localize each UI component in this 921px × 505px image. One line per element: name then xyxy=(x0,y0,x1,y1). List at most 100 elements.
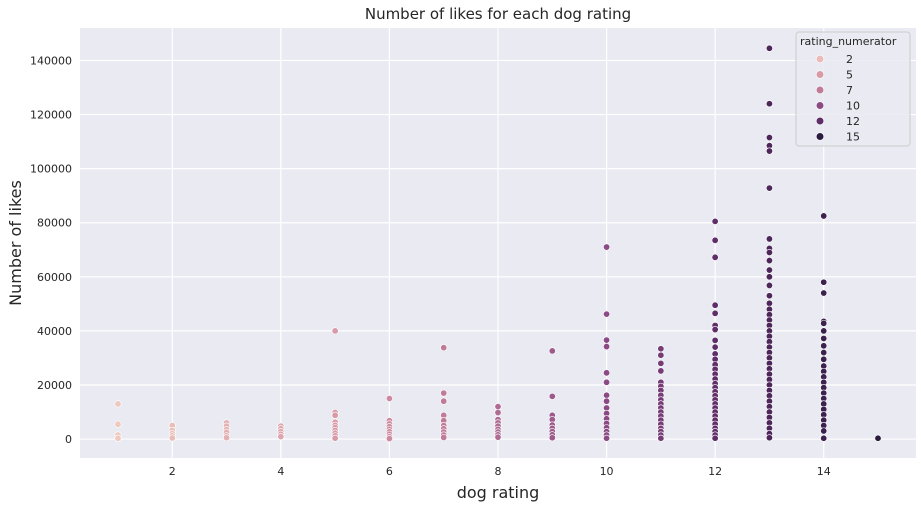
data-point xyxy=(711,253,719,261)
data-point xyxy=(603,434,611,442)
data-point xyxy=(765,292,773,300)
data-point xyxy=(548,434,556,442)
y-tick-label: 140000 xyxy=(30,54,72,67)
data-point xyxy=(114,420,122,428)
data-point xyxy=(657,351,665,359)
legend-title: rating_numerator xyxy=(800,35,897,48)
data-point xyxy=(331,434,339,442)
data-point xyxy=(440,433,448,441)
data-point xyxy=(711,434,719,442)
data-point xyxy=(711,326,719,334)
legend-entry-label: 15 xyxy=(846,131,860,144)
legend-marker xyxy=(815,70,825,79)
data-point xyxy=(331,327,339,335)
data-point xyxy=(820,319,828,327)
data-point xyxy=(385,395,393,403)
data-point xyxy=(874,434,882,442)
data-point xyxy=(657,345,665,353)
data-point xyxy=(114,434,122,442)
data-point xyxy=(440,389,448,397)
x-tick-labels: 2 4 6 8 10 12 14 xyxy=(169,465,831,478)
data-point xyxy=(168,434,176,442)
data-point xyxy=(548,347,556,355)
data-point xyxy=(765,44,773,52)
data-point xyxy=(603,397,611,405)
data-point xyxy=(820,289,828,297)
legend: rating_numerator 2 5 7 10 12 15 xyxy=(795,31,911,147)
x-tick-label: 14 xyxy=(817,465,831,478)
legend-marker xyxy=(815,54,825,64)
legend-entries: 2 5 7 10 12 15 xyxy=(815,53,860,144)
data-point xyxy=(494,433,502,441)
legend-entry-label: 10 xyxy=(846,100,860,113)
data-point xyxy=(765,299,773,307)
x-axis-label: dog rating xyxy=(457,483,540,502)
y-tick-label: 100000 xyxy=(30,163,72,176)
data-points xyxy=(114,44,882,443)
data-point xyxy=(765,184,773,192)
legend-box xyxy=(795,31,911,147)
data-point xyxy=(657,434,665,442)
data-point xyxy=(820,349,828,357)
y-tick-label: 120000 xyxy=(30,109,72,122)
y-tick-label: 40000 xyxy=(37,325,72,338)
data-point xyxy=(765,134,773,142)
data-point xyxy=(385,435,393,443)
data-point xyxy=(765,248,773,256)
x-tick-label: 6 xyxy=(386,465,393,478)
data-point xyxy=(603,378,611,386)
data-point xyxy=(440,344,448,352)
data-point xyxy=(548,392,556,400)
data-point xyxy=(494,409,502,417)
x-tick-label: 8 xyxy=(495,465,502,478)
x-tick-label: 2 xyxy=(169,465,176,478)
data-point xyxy=(820,327,828,335)
data-point xyxy=(765,281,773,289)
legend-entry-label: 7 xyxy=(846,84,853,97)
data-point xyxy=(711,336,719,344)
y-axis-label: Number of likes xyxy=(6,180,25,306)
legend-marker xyxy=(815,132,825,141)
data-point xyxy=(765,257,773,265)
y-tick-label: 60000 xyxy=(37,271,72,284)
data-point xyxy=(820,355,828,363)
data-point xyxy=(820,278,828,286)
data-point xyxy=(820,434,828,442)
data-point xyxy=(820,334,828,342)
data-point xyxy=(603,343,611,351)
legend-entry-label: 5 xyxy=(846,69,853,82)
x-tick-label: 10 xyxy=(600,465,614,478)
data-point xyxy=(657,359,665,367)
chart-title: Number of likes for each dog rating xyxy=(365,5,631,23)
y-tick-label: 0 xyxy=(65,433,72,446)
data-point xyxy=(603,336,611,344)
data-point xyxy=(603,243,611,251)
data-point xyxy=(765,100,773,108)
data-point xyxy=(603,391,611,399)
x-tick-label: 4 xyxy=(277,465,284,478)
y-tick-label: 80000 xyxy=(37,217,72,230)
data-point xyxy=(711,236,719,244)
data-point xyxy=(820,427,828,435)
data-point xyxy=(603,310,611,318)
legend-entry-label: 12 xyxy=(846,115,860,128)
legend-marker xyxy=(815,101,825,110)
data-point xyxy=(711,301,719,309)
data-point xyxy=(603,369,611,377)
data-point xyxy=(657,367,665,375)
data-point xyxy=(711,309,719,317)
data-point xyxy=(765,434,773,442)
data-point xyxy=(765,266,773,274)
y-tick-label: 20000 xyxy=(37,379,72,392)
data-point xyxy=(331,411,339,419)
data-point xyxy=(765,235,773,243)
x-tick-label: 12 xyxy=(708,465,722,478)
legend-entry-label: 2 xyxy=(846,53,853,66)
y-tick-labels: 0 20000 40000 60000 80000 100000 120000 140000 xyxy=(30,54,72,446)
data-point xyxy=(765,147,773,155)
data-point xyxy=(711,343,719,351)
legend-marker xyxy=(815,85,825,95)
data-point xyxy=(820,212,828,220)
data-point xyxy=(494,403,502,411)
